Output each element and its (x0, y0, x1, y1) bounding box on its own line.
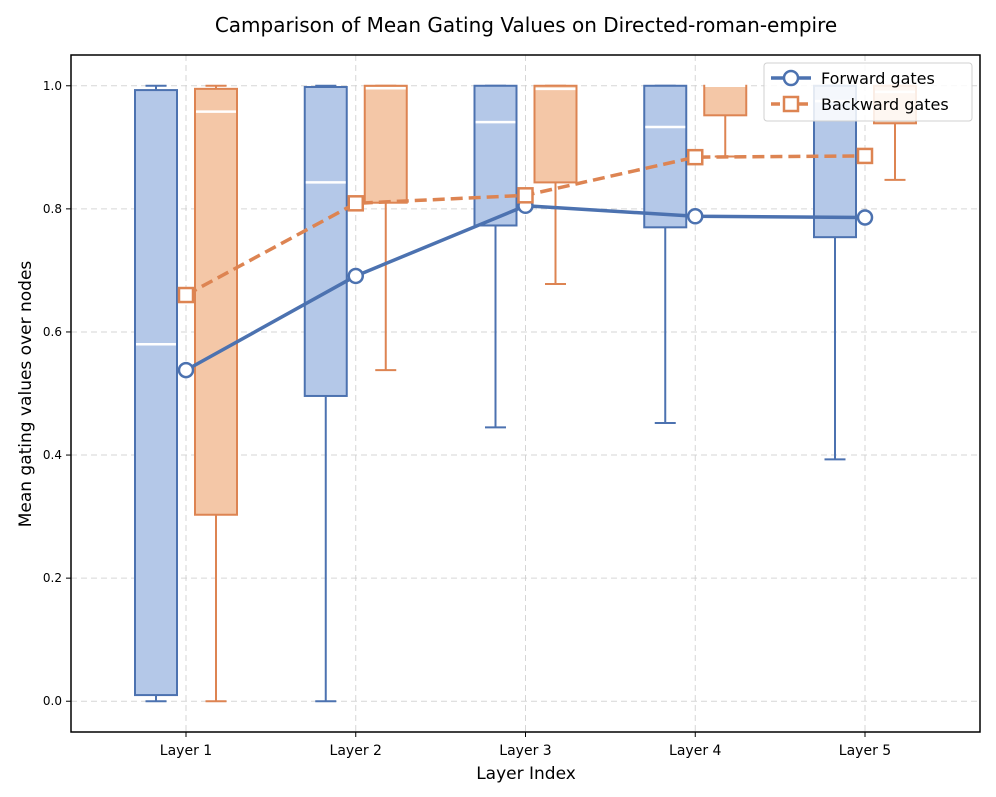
axes: 0.0 0.2 0.4 0.6 0.8 1.0 Layer 1 Layer 2 Layer 3 L… (43, 79, 891, 759)
y-tick-label: 0.6 (43, 325, 62, 339)
box-group (813, 84, 857, 461)
mean-point (347, 267, 364, 285)
box (643, 84, 688, 229)
box (533, 84, 578, 184)
legend-label: Forward gates (821, 69, 935, 88)
mean-point (856, 147, 874, 165)
x-tick-label: Layer 4 (669, 743, 721, 759)
box-group (303, 84, 348, 703)
box-group (363, 84, 408, 372)
box (473, 84, 518, 227)
x-tick-label: Layer 2 (330, 743, 382, 759)
boxes (134, 84, 917, 703)
mean-point (347, 195, 364, 212)
box-group (643, 84, 688, 425)
box (194, 87, 238, 516)
box (703, 84, 748, 117)
box (303, 86, 348, 397)
box-group (194, 84, 238, 703)
box (134, 89, 178, 697)
x-tick-label: Layer 5 (839, 743, 891, 759)
y-axis-label: Mean gating values over nodes (16, 261, 36, 528)
chart-title: Camparison of Mean Gating Values on Dire… (215, 13, 837, 37)
x-tick-label: Layer 1 (160, 743, 212, 759)
y-tick-label: 0.2 (43, 571, 62, 585)
legend-marker (782, 95, 800, 113)
mean-point (856, 209, 874, 226)
legend-box (763, 62, 973, 122)
box-group (703, 84, 748, 158)
legend-label: Backward gates (821, 95, 949, 114)
x-axis-label: Layer Index (476, 764, 576, 784)
legend-marker (782, 69, 800, 87)
y-tick-label: 1.0 (43, 79, 62, 93)
mean-point (177, 361, 195, 379)
box-group (134, 84, 178, 703)
mean-lines (177, 147, 874, 379)
mean-point (177, 286, 195, 304)
y-tick-label: 0.8 (43, 202, 62, 216)
box-group (473, 84, 518, 429)
mean-point (517, 187, 534, 204)
mean-point (687, 207, 704, 225)
box (363, 84, 408, 204)
y-tick-label: 0.0 (43, 694, 62, 708)
mean-point (687, 148, 704, 166)
y-tick-label: 0.4 (43, 448, 62, 462)
box-group (533, 84, 578, 285)
legend-entry: Backward gates (771, 95, 949, 114)
legend: Forward gates Backward gates (763, 62, 973, 122)
x-tick-label: Layer 3 (499, 743, 551, 759)
legend-entry: Forward gates (771, 69, 935, 88)
